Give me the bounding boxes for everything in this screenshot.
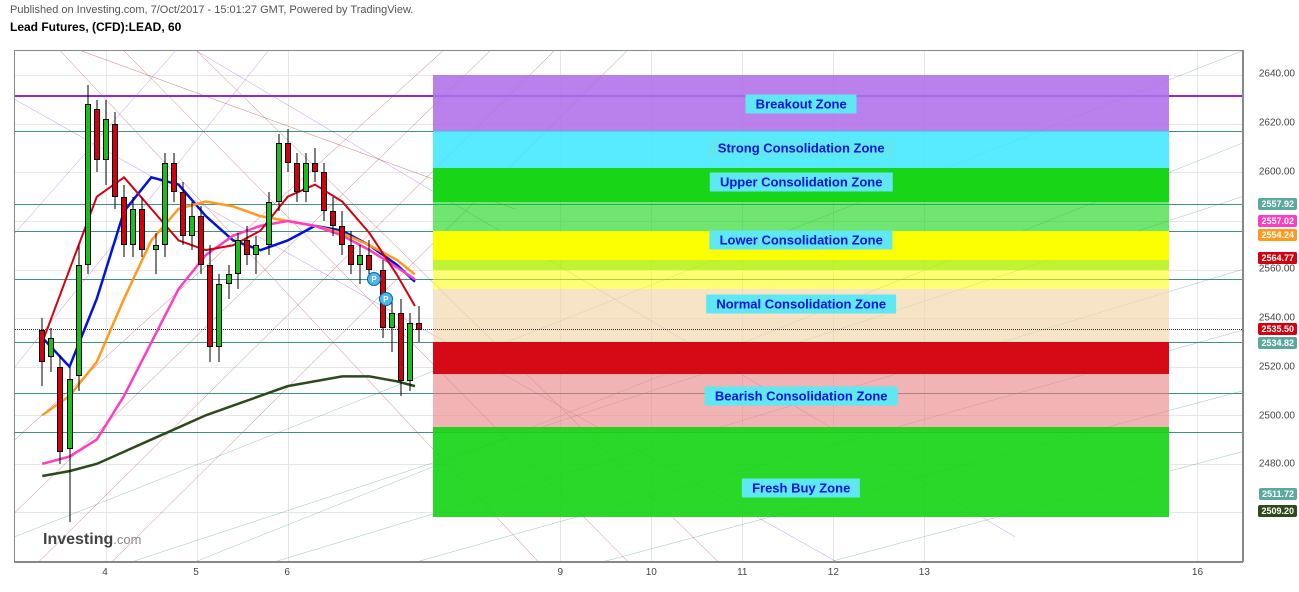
candle: [312, 51, 318, 561]
zone-label: Breakout Zone: [746, 95, 857, 114]
candle: [48, 51, 54, 561]
candle: [207, 51, 213, 561]
price-badge: 2534.82: [1258, 337, 1297, 349]
candle: [294, 51, 300, 561]
candle: [253, 51, 259, 561]
candle: [276, 51, 282, 561]
y-tick: 2560.00: [1259, 264, 1295, 275]
candle: [380, 51, 386, 561]
y-tick: 2500.00: [1259, 410, 1295, 421]
y-tick: 2480.00: [1259, 459, 1295, 470]
x-tick: 9: [557, 567, 563, 578]
candle: [153, 51, 159, 561]
candle: [216, 51, 222, 561]
candle: [112, 51, 118, 561]
candle: [57, 51, 63, 561]
chart-plot-area[interactable]: Breakout Zone Strong Consolidation Zone Up…: [14, 50, 1243, 562]
candle: [180, 51, 186, 561]
candle: [85, 51, 91, 561]
chart-title: Lead Futures, (CFD):LEAD, 60: [0, 18, 1299, 38]
price-badge: 2511.72: [1259, 488, 1297, 500]
y-tick: 2640.00: [1259, 69, 1295, 80]
zone-band: [433, 427, 1169, 517]
publish-header: Published on Investing.com, 7/Oct/2017 -…: [0, 0, 1299, 18]
candle: [330, 51, 336, 561]
candle: [39, 51, 45, 561]
candle: [67, 51, 73, 561]
candle: [389, 51, 395, 561]
candle: [76, 51, 82, 561]
x-tick: 13: [919, 567, 930, 578]
zone-label: Fresh Buy Zone: [742, 479, 860, 498]
candle: [198, 51, 204, 561]
candle: [226, 51, 232, 561]
price-badge: 2564.77: [1258, 252, 1297, 264]
x-tick: 11: [737, 567, 747, 578]
candle: [139, 51, 145, 561]
candle: [235, 51, 241, 561]
zone-label: Lower Consolidation Zone: [710, 231, 893, 250]
price-badge: 2509.20: [1258, 505, 1297, 517]
candle: [266, 51, 272, 561]
price-badge: 2557.92: [1258, 198, 1297, 210]
x-tick: 16: [1192, 567, 1203, 578]
candle: [321, 51, 327, 561]
candle: [103, 51, 109, 561]
p-marker: P: [379, 292, 393, 306]
candle: [121, 51, 127, 561]
candle: [303, 51, 309, 561]
x-tick: 4: [102, 567, 108, 578]
y-axis: 2460.002480.002500.002520.002540.002560.…: [1243, 50, 1299, 562]
candle: [407, 51, 413, 561]
zone-label: Normal Consolidation Zone: [706, 294, 896, 313]
zone-label: Strong Consolidation Zone: [708, 139, 895, 158]
candle: [398, 51, 404, 561]
candle: [357, 51, 363, 561]
zone-inner-band: [433, 342, 1169, 374]
candle: [189, 51, 195, 561]
x-tick: 10: [646, 567, 657, 578]
candle: [366, 51, 372, 561]
x-tick: 5: [193, 567, 199, 578]
candle: [94, 51, 100, 561]
x-axis: 4 5 6 9 10 11 12 13 16: [14, 562, 1243, 592]
candle: [348, 51, 354, 561]
candle: [339, 51, 345, 561]
price-badge: 2535.50: [1258, 323, 1297, 335]
zone-label: Upper Consolidation Zone: [710, 173, 893, 192]
zone-label: Bearish Consolidation Zone: [705, 386, 898, 405]
candle: [416, 51, 422, 561]
price-badge: 2554.24: [1258, 229, 1297, 241]
y-tick: 2600.00: [1259, 166, 1295, 177]
watermark-logo: Investing.com: [43, 531, 141, 549]
candle: [162, 51, 168, 561]
candle: [171, 51, 177, 561]
y-tick: 2620.00: [1259, 118, 1295, 129]
y-tick: 2540.00: [1259, 313, 1295, 324]
candle: [285, 51, 291, 561]
x-tick: 12: [828, 567, 839, 578]
price-badge: 2557.02: [1258, 215, 1297, 227]
x-tick: 6: [284, 567, 290, 578]
candle: [244, 51, 250, 561]
candle: [130, 51, 136, 561]
y-tick: 2520.00: [1259, 361, 1295, 372]
